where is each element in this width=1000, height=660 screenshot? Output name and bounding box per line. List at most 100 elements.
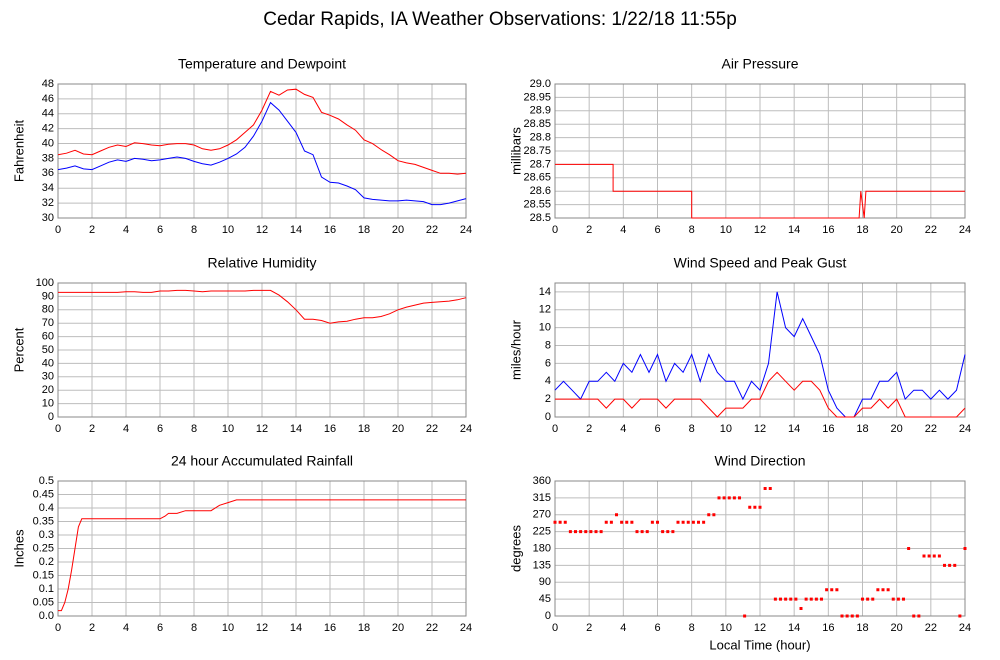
x-tick-label: 6 [654, 224, 660, 236]
data-point [932, 554, 936, 558]
y-tick-label: 0 [545, 411, 551, 423]
x-tick-label: 6 [157, 622, 163, 634]
y-tick-label: 28.65 [523, 172, 551, 184]
y-axis-label: Inches [11, 529, 26, 568]
y-tick-label: 100 [36, 277, 54, 289]
data-point [789, 597, 793, 601]
data-point [625, 520, 629, 524]
x-tick-label: 4 [123, 224, 129, 236]
x-tick-label: 0 [55, 622, 61, 634]
data-point [907, 547, 911, 550]
x-tick-label: 8 [191, 622, 197, 634]
x-tick-label: 18 [358, 423, 370, 435]
data-point [922, 554, 926, 558]
data-point [881, 588, 885, 592]
data-point [804, 597, 808, 601]
x-tick-label: 20 [392, 423, 404, 435]
y-tick-label: 46 [42, 93, 54, 105]
data-point [866, 597, 870, 601]
data-line [58, 289, 467, 324]
x-tick-label: 6 [654, 423, 660, 435]
data-point [953, 563, 957, 567]
data-line [57, 101, 467, 206]
data-point [661, 530, 665, 534]
data-point [727, 496, 731, 500]
data-point [722, 496, 726, 500]
data-point [876, 588, 880, 592]
data-point [773, 597, 777, 601]
data-point [615, 513, 618, 517]
data-point [799, 607, 803, 610]
data-point [963, 547, 967, 550]
y-tick-label: 0.05 [33, 596, 54, 608]
y-tick-label: 0.25 [33, 542, 54, 554]
x-tick-label: 12 [754, 224, 766, 236]
x-tick-label: 6 [654, 622, 660, 634]
data-point [686, 520, 690, 524]
data-line [57, 88, 467, 175]
x-tick-label: 4 [123, 423, 129, 435]
x-tick-label: 6 [157, 423, 163, 435]
data-point [584, 530, 588, 534]
x-tick-label: 22 [426, 423, 438, 435]
y-tick-label: 0.4 [39, 502, 54, 514]
data-line [555, 371, 966, 418]
data-point [855, 614, 859, 618]
plot-frame [57, 83, 467, 219]
data-point [553, 520, 557, 524]
y-tick-label: 28.9 [530, 105, 551, 117]
y-tick-label: 28.95 [523, 91, 551, 103]
data-point [937, 554, 941, 558]
data-point [563, 520, 567, 524]
panel-title: Relative Humidity [208, 255, 317, 271]
y-tick-label: 0.0 [39, 610, 54, 622]
x-tick-label: 14 [788, 423, 800, 435]
x-tick-label: 16 [822, 423, 834, 435]
y-tick-label: 48 [42, 78, 54, 90]
y-tick-label: 4 [545, 375, 551, 387]
y-axis-label: Percent [11, 327, 26, 372]
x-tick-label: 4 [123, 622, 129, 634]
y-tick-label: 270 [533, 509, 551, 521]
x-tick-label: 18 [856, 622, 868, 634]
x-tick-label: 22 [426, 224, 438, 236]
data-point [630, 520, 634, 524]
data-point [558, 520, 562, 524]
data-point [830, 588, 834, 592]
x-tick-label: 10 [720, 423, 732, 435]
y-tick-label: 90 [42, 290, 54, 302]
y-tick-label: 40 [42, 137, 54, 149]
y-tick-label: 28.5 [530, 212, 551, 224]
data-line [554, 291, 966, 418]
data-point [697, 520, 700, 524]
data-point [809, 597, 813, 601]
x-tick-label: 20 [392, 622, 404, 634]
data-point [635, 530, 639, 534]
x-tick-label: 16 [324, 622, 336, 634]
panel-title: Temperature and Dewpoint [178, 56, 346, 72]
y-tick-label: 45 [539, 593, 551, 605]
y-tick-label: 2 [545, 393, 551, 405]
x-tick-label: 12 [256, 622, 268, 634]
y-tick-label: 50 [42, 344, 54, 356]
y-tick-label: 38 [42, 152, 54, 164]
data-point [681, 520, 685, 524]
y-tick-label: 360 [533, 475, 551, 487]
y-tick-label: 0.1 [39, 583, 54, 595]
data-point [671, 530, 675, 534]
y-tick-label: 28.75 [523, 145, 551, 157]
data-point [814, 597, 818, 601]
y-tick-label: 135 [533, 559, 551, 571]
y-tick-label: 30 [42, 212, 54, 224]
y-tick-label: 40 [42, 357, 54, 369]
x-tick-label: 0 [55, 224, 61, 236]
panel-title: 24 hour Accumulated Rainfall [171, 453, 353, 469]
data-point [886, 588, 890, 592]
data-point [656, 520, 659, 524]
data-point [784, 597, 788, 601]
y-axis-label: Fahrenheit [11, 120, 26, 183]
x-tick-label: 2 [586, 423, 592, 435]
panel-title: Wind Speed and Peak Gust [674, 255, 847, 271]
x-tick-label: 14 [788, 224, 800, 236]
